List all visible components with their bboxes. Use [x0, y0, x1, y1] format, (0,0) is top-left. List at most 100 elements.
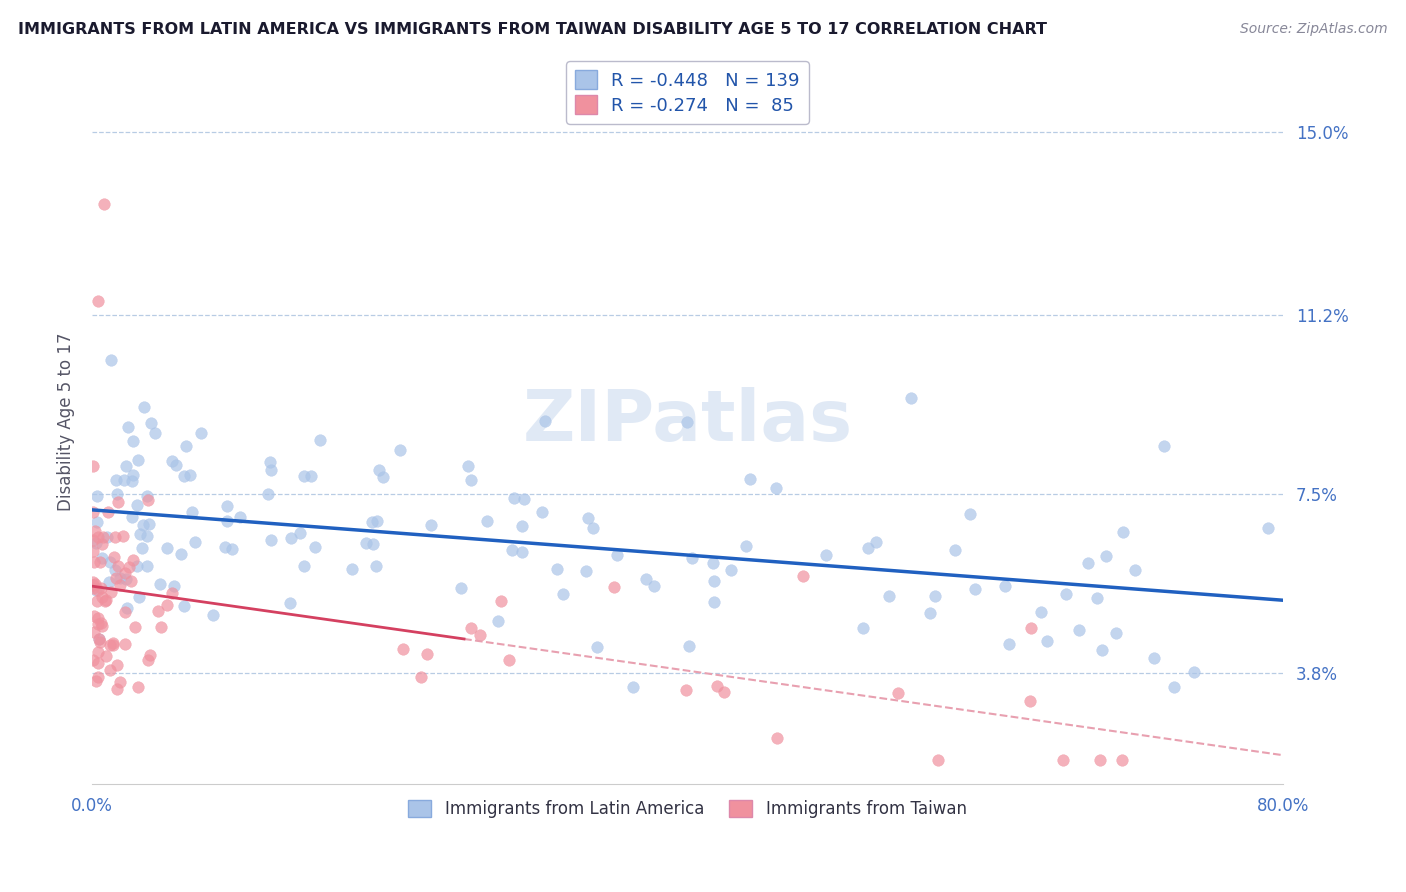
Point [340, 562, 363, 576]
Point [138, 516, 160, 531]
Point [1076, 557, 1098, 571]
Point [86, 583, 108, 598]
Point [101, 636, 124, 650]
Point [765, 481, 787, 495]
Point [87, 670, 110, 684]
Point [91, 551, 114, 566]
Point [84, 524, 107, 538]
Point [124, 620, 146, 634]
Point [814, 549, 837, 563]
Point [998, 637, 1021, 651]
Point [105, 657, 128, 672]
Point [450, 581, 472, 595]
Point [877, 589, 900, 603]
Point [149, 577, 172, 591]
Point [260, 463, 283, 477]
Point [501, 543, 523, 558]
Point [82, 533, 104, 547]
Point [280, 531, 302, 545]
Point [713, 685, 735, 699]
Point [676, 415, 699, 429]
Point [115, 600, 138, 615]
Point [675, 682, 697, 697]
Point [531, 505, 554, 519]
Point [214, 540, 236, 554]
Point [304, 540, 326, 554]
Point [606, 548, 628, 562]
Y-axis label: Disability Age 5 to 17: Disability Age 5 to 17 [58, 333, 75, 511]
Point [150, 619, 173, 633]
Point [364, 558, 387, 573]
Point [924, 589, 946, 603]
Point [470, 627, 492, 641]
Point [221, 541, 243, 556]
Point [83, 555, 105, 569]
Point [96, 530, 118, 544]
Point [115, 572, 138, 586]
Point [117, 420, 139, 434]
Point [278, 596, 301, 610]
Point [127, 680, 149, 694]
Point [994, 579, 1017, 593]
Point [143, 425, 166, 440]
Text: IMMIGRANTS FROM LATIN AMERICA VS IMMIGRANTS FROM TAIWAN DISABILITY AGE 5 TO 17 C: IMMIGRANTS FROM LATIN AMERICA VS IMMIGRA… [18, 22, 1047, 37]
Point [852, 622, 875, 636]
Point [86, 536, 108, 550]
Point [181, 505, 204, 519]
Point [1182, 665, 1205, 679]
Point [373, 470, 395, 484]
Point [1143, 651, 1166, 665]
Point [82, 458, 104, 473]
Point [83, 609, 105, 624]
Point [84, 674, 107, 689]
Point [87, 617, 110, 632]
Point [89, 555, 111, 569]
Point [416, 647, 439, 661]
Point [100, 352, 122, 367]
Point [176, 439, 198, 453]
Point [169, 547, 191, 561]
Point [114, 459, 136, 474]
Point [367, 463, 389, 477]
Point [703, 594, 725, 608]
Point [125, 498, 148, 512]
Point [105, 487, 128, 501]
Point [173, 469, 195, 483]
Point [292, 558, 315, 573]
Point [202, 608, 225, 623]
Point [83, 625, 105, 640]
Point [229, 510, 252, 524]
Point [603, 580, 626, 594]
Point [96, 648, 118, 663]
Point [1018, 694, 1040, 708]
Point [184, 535, 207, 549]
Point [1123, 563, 1146, 577]
Point [136, 559, 159, 574]
Point [128, 590, 150, 604]
Point [86, 594, 108, 608]
Point [510, 519, 533, 533]
Point [534, 414, 557, 428]
Legend: Immigrants from Latin America, Immigrants from Taiwan: Immigrants from Latin America, Immigrant… [399, 791, 974, 826]
Point [82, 653, 104, 667]
Point [887, 686, 910, 700]
Point [217, 514, 239, 528]
Point [856, 541, 879, 555]
Point [114, 605, 136, 619]
Point [409, 670, 432, 684]
Point [1031, 606, 1053, 620]
Point [89, 634, 111, 648]
Point [1111, 753, 1133, 767]
Point [121, 434, 143, 448]
Point [156, 541, 179, 555]
Point [129, 527, 152, 541]
Point [1085, 591, 1108, 605]
Point [361, 537, 384, 551]
Point [510, 545, 533, 559]
Point [190, 425, 212, 440]
Point [98, 664, 121, 678]
Point [100, 585, 122, 599]
Point [114, 637, 136, 651]
Point [179, 468, 201, 483]
Point [131, 541, 153, 556]
